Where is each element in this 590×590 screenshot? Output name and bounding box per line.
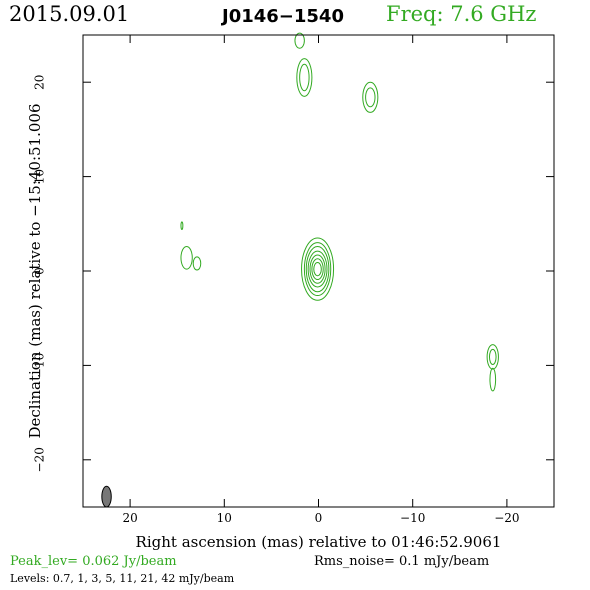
y-tick-label: 0: [33, 267, 47, 275]
contour-line: [303, 242, 332, 297]
source-name: J0146−1540: [222, 6, 344, 27]
rms-noise: Rms_noise= 0.1 mJy/beam: [314, 554, 490, 569]
contour-line: [311, 258, 324, 280]
y-tick-label: 10: [33, 169, 47, 184]
contour-line: [362, 81, 379, 113]
x-tick-label: −20: [494, 511, 519, 525]
contour-line: [486, 344, 499, 370]
y-axis-label: Declination (mas) relative to −15:40:51.…: [26, 103, 44, 438]
contour-line: [180, 245, 193, 270]
contour-levels: Levels: 0.7, 1, 3, 5, 11, 21, 42 mJy/bea…: [10, 572, 235, 585]
contour-line: [305, 245, 330, 293]
x-tick-label: 20: [122, 511, 137, 525]
contour-line: [309, 254, 326, 284]
contour-line: [489, 367, 497, 392]
contour-line: [307, 250, 328, 288]
x-tick-label: 10: [217, 511, 232, 525]
x-tick-label: 0: [315, 511, 323, 525]
y-tick-label: −10: [33, 353, 47, 378]
axes: 20 10 0 −10 −20 20 10 0 −10 −20: [33, 35, 554, 525]
x-axis-label: Right ascension (mas) relative to 01:46:…: [136, 533, 502, 551]
beam-ellipse: [101, 485, 112, 508]
contour-marks: [101, 32, 499, 508]
contour-line: [488, 348, 497, 365]
y-tick-label: −20: [33, 447, 47, 472]
contour-line: [294, 32, 305, 49]
contour-line: [296, 58, 313, 97]
contour-line: [301, 237, 335, 301]
contour-line: [192, 256, 202, 271]
contour-line: [313, 262, 322, 277]
x-tick-label: −10: [400, 511, 425, 525]
observation-date: 2015.09.01: [9, 2, 130, 26]
contour-line: [365, 87, 376, 108]
y-tick-label: 20: [33, 75, 47, 90]
plot-frame: [82, 34, 555, 508]
frequency-label: Freq: 7.6 GHz: [386, 2, 537, 26]
peak-level: Peak_lev= 0.062 Jy/beam: [10, 554, 177, 569]
contour-line: [299, 63, 310, 92]
contour-line: [180, 221, 184, 230]
